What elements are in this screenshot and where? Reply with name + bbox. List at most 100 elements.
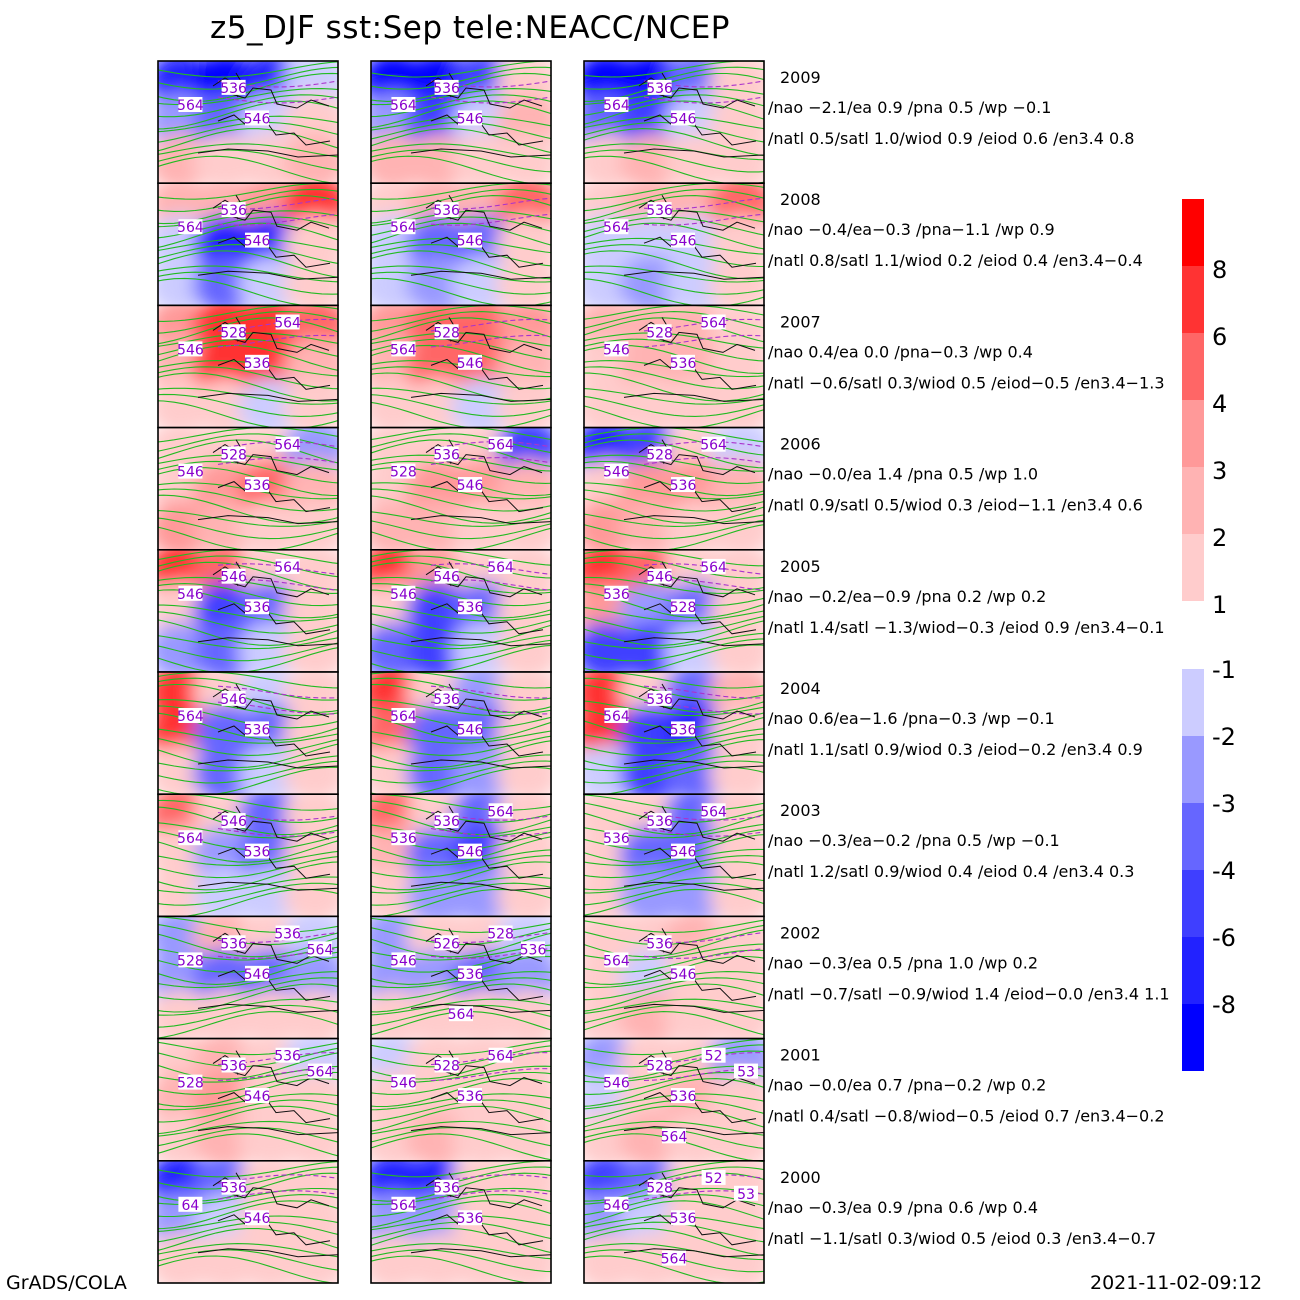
contour-label-bg <box>391 585 416 601</box>
contour-label: 536 <box>433 1181 460 1197</box>
contour-label: 526 <box>433 936 460 952</box>
contour-label-bg <box>604 1196 629 1212</box>
height-contour <box>158 317 338 345</box>
height-contour <box>584 977 764 1001</box>
contour-label-bg <box>275 436 300 452</box>
index-line-1: /nao −0.2/ea−0.9 /pna 0.2 /wp 0.2 <box>768 587 1046 606</box>
height-contour <box>158 1166 338 1190</box>
height-contour <box>158 1160 338 1178</box>
contour-label: 536 <box>244 600 271 616</box>
anomaly-cell <box>406 825 471 885</box>
height-contour <box>584 482 764 500</box>
index-line-2: /natl −0.7/satl −0.9/wiod 1.4 /eiod−0.0 … <box>768 984 1170 1003</box>
contour-label-bg <box>734 1063 758 1079</box>
contour-label: 546 <box>457 356 484 372</box>
height-contour <box>371 454 551 472</box>
colorbar-positive-label: 4 <box>1212 390 1227 418</box>
height-contour <box>584 606 764 622</box>
height-contour <box>158 1249 338 1271</box>
height-contour <box>371 128 551 154</box>
contour-label-bg <box>604 952 629 968</box>
height-contour <box>371 998 551 1016</box>
anomaly-cell <box>238 1070 303 1130</box>
anomaly-cell <box>451 459 516 519</box>
anomaly-panel: 528 536 546 52 53 564 <box>584 1038 764 1161</box>
contour-label-bg <box>434 568 459 584</box>
contour-label: 536 <box>457 1089 484 1105</box>
height-contour <box>584 265 764 283</box>
contour-label: 528 <box>177 953 204 969</box>
year-label: 2004 <box>780 679 821 698</box>
height-contour <box>158 760 338 784</box>
height-contour <box>584 1227 764 1256</box>
coastline <box>410 1050 551 1136</box>
contour-label-bg <box>488 436 513 452</box>
contour-label-bg <box>245 721 269 737</box>
year-label: 2003 <box>780 801 821 820</box>
contour-label: 536 <box>244 356 271 372</box>
anomaly-panel: 546 528 536 564 <box>584 549 764 672</box>
contour-label-bg <box>434 324 459 340</box>
height-contour <box>371 222 551 246</box>
height-contour <box>158 822 338 839</box>
anomaly-panel: 536 546 564 <box>371 672 551 795</box>
contour-label-bg <box>245 477 269 493</box>
contour-label-bg <box>178 1196 203 1212</box>
contour-label: 546 <box>603 465 630 481</box>
contour-label-bg <box>391 1074 416 1090</box>
contour-label-bg <box>662 1250 686 1266</box>
height-contour <box>371 401 551 428</box>
contour-label: 53 <box>737 1065 755 1081</box>
colorbar-positive-label: 8 <box>1212 256 1227 284</box>
anomaly-cell <box>406 337 471 396</box>
contour-label: 536 <box>220 1058 247 1074</box>
contour-label-bg <box>604 707 629 723</box>
height-contour <box>371 932 551 958</box>
contour-label-bg <box>275 925 300 941</box>
contour-label: 528 <box>433 325 460 341</box>
contour-label: 546 <box>457 111 484 127</box>
contour-label-bg <box>671 1210 695 1226</box>
contour-label: 546 <box>390 953 417 969</box>
index-line-1: /nao −0.3/ea−0.2 /pna 0.5 /wp −0.1 <box>768 831 1060 850</box>
height-contour <box>158 1243 338 1258</box>
height-contour <box>158 916 338 933</box>
dashed-contour <box>430 827 551 837</box>
contour-label: 536 <box>433 81 460 97</box>
contour-label: 536 <box>220 203 247 219</box>
contour-label: 564 <box>307 942 334 958</box>
dashed-contour <box>643 334 764 348</box>
anomaly-panel: 528 546 564 <box>371 305 551 428</box>
contour-label-bg <box>221 324 246 340</box>
contour-label: 536 <box>646 936 673 952</box>
anomaly-cell <box>451 92 516 152</box>
contour-label: 546 <box>670 111 697 127</box>
coastline <box>623 317 764 402</box>
coastline <box>197 683 338 769</box>
contour-label: 528 <box>390 465 417 481</box>
contour-label: 536 <box>390 831 417 847</box>
height-contour <box>158 743 338 769</box>
height-contour <box>584 128 764 157</box>
height-contour <box>158 439 338 464</box>
height-contour <box>371 1160 551 1178</box>
contour-label: 64 <box>181 1198 199 1214</box>
height-contour <box>371 66 551 90</box>
height-contour <box>584 760 764 784</box>
height-contour <box>584 733 764 756</box>
contour-label-bg <box>671 477 695 493</box>
contour-label: 528 <box>220 447 247 463</box>
coastline <box>197 805 338 891</box>
height-contour <box>158 311 338 334</box>
height-contour <box>371 387 551 405</box>
colorbar-positive-segment <box>1182 534 1204 601</box>
height-contour <box>371 824 551 839</box>
footer-timestamp: 2021-11-02-09:12 <box>1090 1272 1263 1294</box>
contour-label: 546 <box>390 1076 417 1092</box>
anomaly-panel: 536 546 564 <box>371 61 551 184</box>
contour-label: 528 <box>646 447 673 463</box>
height-contour <box>584 684 764 713</box>
year-label: 2008 <box>780 190 821 209</box>
height-contour <box>584 183 764 200</box>
height-contour <box>584 728 764 744</box>
